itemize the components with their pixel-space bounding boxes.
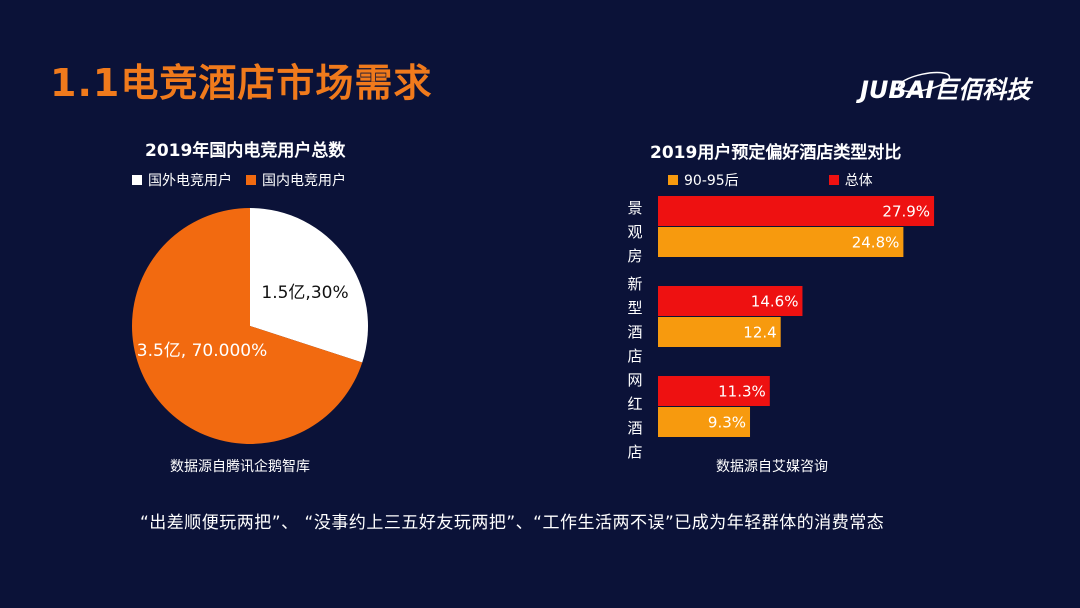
category-label-0: 景观房 (627, 199, 643, 265)
bar-label-young-1: 12.4 (743, 324, 776, 342)
legend-label-domestic: 国内电竞用户 (262, 173, 346, 189)
legend-swatch-domestic (246, 175, 256, 185)
bar-total-2 (658, 376, 770, 406)
pie-label-domestic: 3.5亿, 70.000% (137, 341, 267, 361)
pie-slice-foreign (250, 208, 368, 363)
pie-slice-domestic (132, 208, 363, 444)
page-title: 1.1电竞酒店市场需求 (50, 61, 433, 105)
category-label-2: 网红酒店 (627, 371, 643, 461)
legend-label-foreign: 国外电竞用户 (148, 173, 232, 189)
bottom-note: “出差顺便玩两把”、 “没事约上三五好友玩两把”、“工作生活两不误”已成为年轻群… (140, 513, 885, 533)
pie-chart-title: 2019年国内电竞用户总数 (145, 141, 346, 161)
bar-label-total-0: 27.9% (882, 203, 930, 221)
bar-label-young-2: 9.3% (708, 414, 746, 432)
bar-total-0 (658, 196, 935, 226)
bar-young-1 (658, 317, 781, 347)
bar-young-0 (658, 227, 904, 257)
pie-legend: 国外电竞用户 国内电竞用户 (132, 170, 346, 190)
bar-label-total-2: 11.3% (718, 383, 766, 401)
bar-chart: 27.9% 24.8% 14.6% 12.4 11.3% 9.3% (658, 196, 935, 437)
legend-label-total: 总体 (844, 173, 873, 189)
legend-swatch-total (828, 175, 839, 185)
logo-text: JUBAI巨佰科技 (860, 76, 1031, 104)
company-logo (897, 71, 951, 93)
bar-label-young-0: 24.8% (852, 234, 900, 252)
bar-source: 数据源自艾媒咨询 (716, 459, 828, 475)
legend-swatch-foreign (132, 175, 142, 185)
bar-legend: 90-95后 总体 (668, 170, 873, 190)
pie-source: 数据源自腾讯企鹅智库 (170, 459, 310, 475)
category-label-1: 新型酒店 (627, 275, 643, 365)
bar-label-total-1: 14.6% (751, 293, 799, 311)
legend-label-young: 90-95后 (684, 173, 739, 189)
legend-swatch-young (668, 175, 678, 185)
pie-label-foreign: 1.5亿,30% (261, 283, 348, 303)
bar-total-1 (658, 286, 803, 316)
pie-chart: 1.5亿,30% 3.5亿, 70.000% (132, 208, 368, 444)
bar-chart-title: 2019用户预定偏好酒店类型对比 (650, 143, 902, 163)
bar-young-2 (658, 407, 751, 437)
